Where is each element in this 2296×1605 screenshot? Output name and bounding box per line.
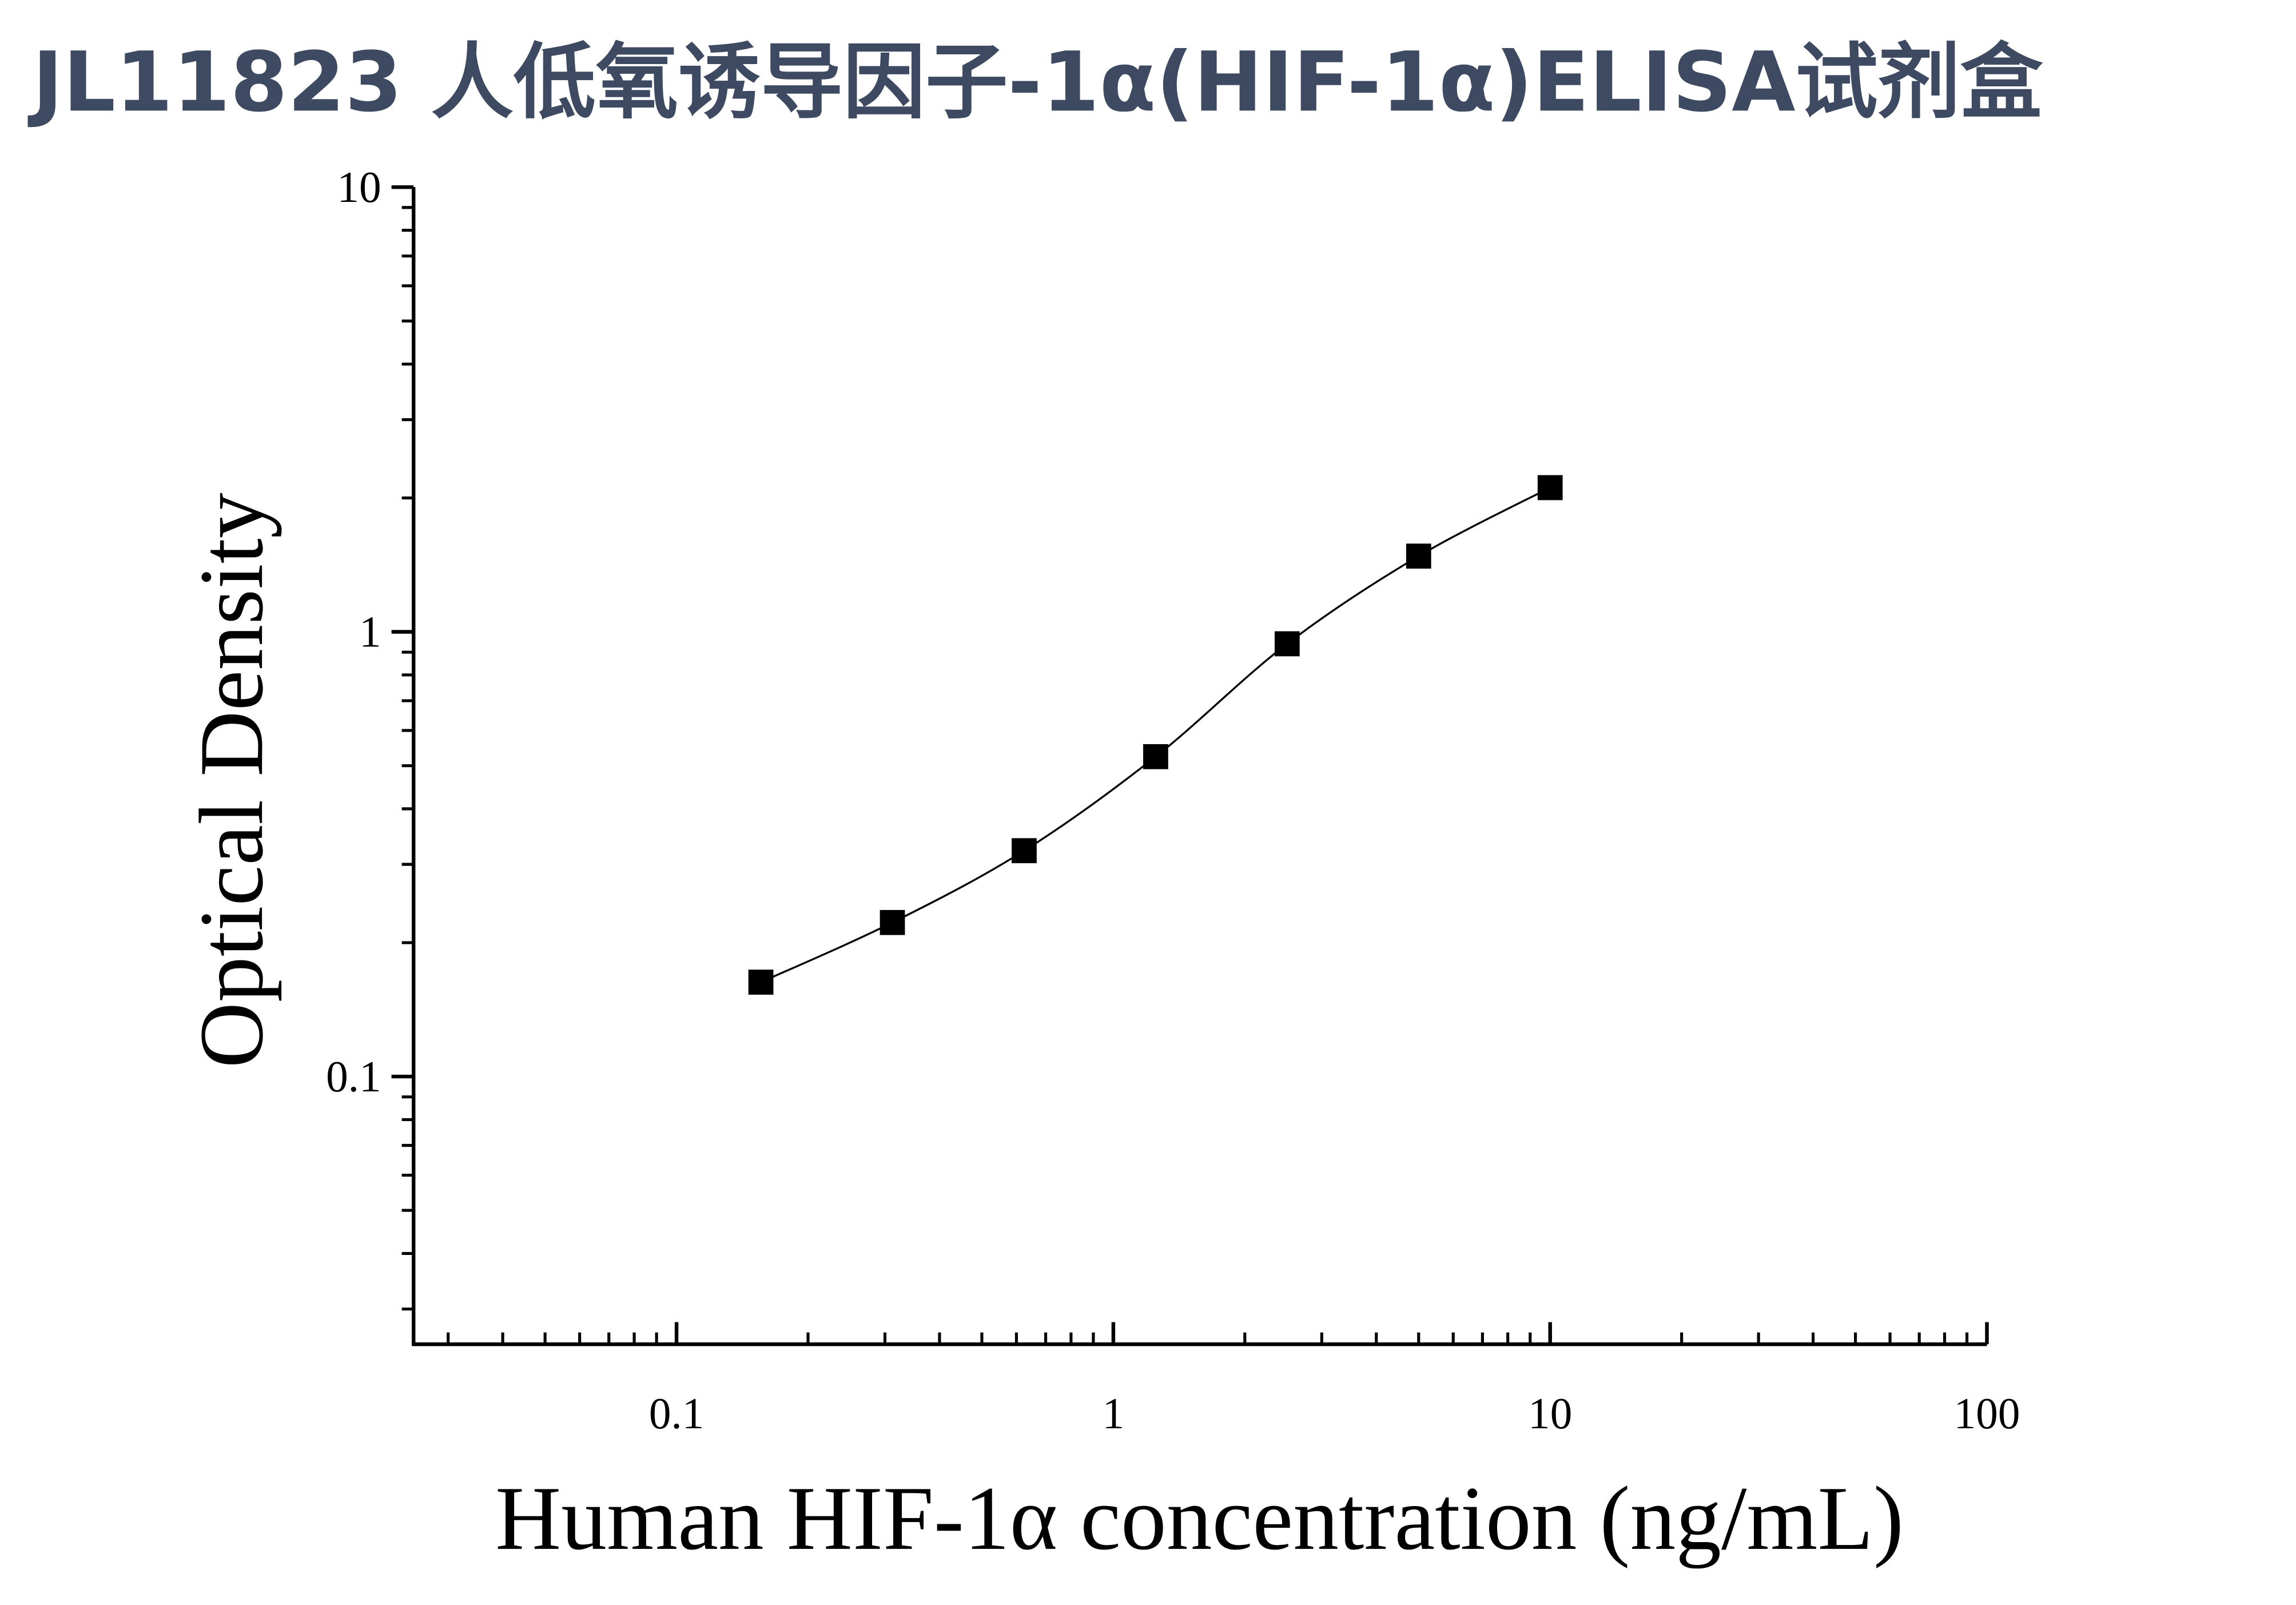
- x-tick-label: 0.1: [649, 1389, 705, 1438]
- x-tick-label: 100: [1954, 1389, 2020, 1438]
- y-tick-label: 0.1: [326, 1052, 381, 1101]
- data-point: [1406, 543, 1431, 569]
- x-axis-label: Human HIF-1α concentration (ng/mL): [495, 1468, 1904, 1569]
- x-tick-label: 10: [1528, 1389, 1572, 1438]
- y-tick-label: 10: [337, 162, 381, 212]
- data-point: [1143, 744, 1168, 769]
- x-tick-label: 1: [1103, 1389, 1125, 1438]
- y-axis-label: Optical Density: [181, 492, 282, 1068]
- data-point: [880, 909, 905, 935]
- y-tick-label: 1: [359, 607, 381, 656]
- chart-title: JL11823 人低氧诱导因子-1α(HIF-1α)ELISA试剂盒: [27, 34, 2043, 130]
- data-point: [1012, 838, 1037, 864]
- data-point: [748, 970, 774, 995]
- data-point: [1274, 631, 1300, 657]
- data-point: [1537, 475, 1563, 500]
